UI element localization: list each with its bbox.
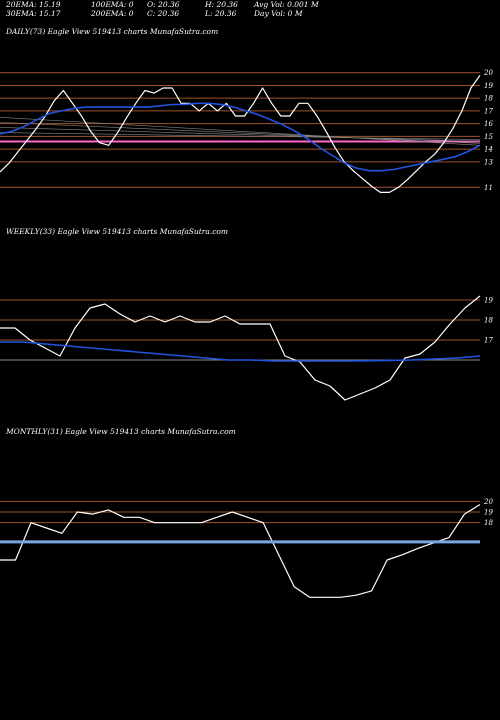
- monthly-tick-label: 19: [484, 509, 493, 517]
- weekly-tick-label: 18: [484, 317, 493, 325]
- daily-tick-label: 13: [484, 158, 493, 166]
- daily-tick-label: 18: [484, 95, 493, 103]
- daily-tick-label: 20: [483, 69, 493, 77]
- header-ema100: 100EMA: 0: [91, 0, 134, 9]
- monthly-tick-label: 18: [484, 519, 493, 527]
- header-ema200: 200EMA: 0: [91, 9, 134, 18]
- header-low: L: 20.36: [205, 9, 237, 18]
- daily-trend-line: [0, 116, 481, 146]
- daily-trend-line: [0, 122, 481, 144]
- daily-tick-label: 19: [484, 82, 493, 90]
- header-avgvol: Avg Vol: 0.001 M: [254, 0, 319, 9]
- weekly-tick-label: 19: [484, 297, 493, 305]
- header-high: H: 20.36: [205, 0, 238, 9]
- daily-tick-label: 16: [484, 120, 493, 128]
- daily-tick-label: 17: [484, 107, 493, 115]
- header-ema30: 30EMA: 15.17: [6, 9, 61, 18]
- monthly-price-line: [0, 503, 481, 598]
- header-dayvol: Day Vol: 0 M: [254, 9, 303, 18]
- daily-trend-line: [0, 132, 481, 140]
- daily-panel-title: DAILY(73) Eagle View 519413 charts Munaf…: [6, 27, 219, 36]
- header-open: O: 20.36: [147, 0, 180, 9]
- weekly-ema-line: [0, 341, 481, 362]
- daily-ema-line: [0, 102, 481, 172]
- monthly-panel-title: MONTHLY(31) Eagle View 519413 charts Mun…: [6, 427, 236, 436]
- daily-trend-line: [0, 127, 481, 142]
- daily-price-line: [0, 74, 481, 193]
- weekly-panel-title: WEEKLY(33) Eagle View 519413 charts Muna…: [6, 227, 229, 236]
- monthly-tick-label: 20: [483, 498, 493, 506]
- header-ema20: 20EMA: 15.19: [6, 0, 61, 9]
- weekly-price-line: [0, 295, 481, 401]
- weekly-tick-label: 17: [484, 337, 493, 345]
- daily-tick-label: 11: [484, 184, 493, 192]
- header-close: C: 20.36: [147, 9, 180, 18]
- daily-tick-label: 14: [484, 146, 493, 154]
- daily-tick-label: 15: [484, 133, 493, 141]
